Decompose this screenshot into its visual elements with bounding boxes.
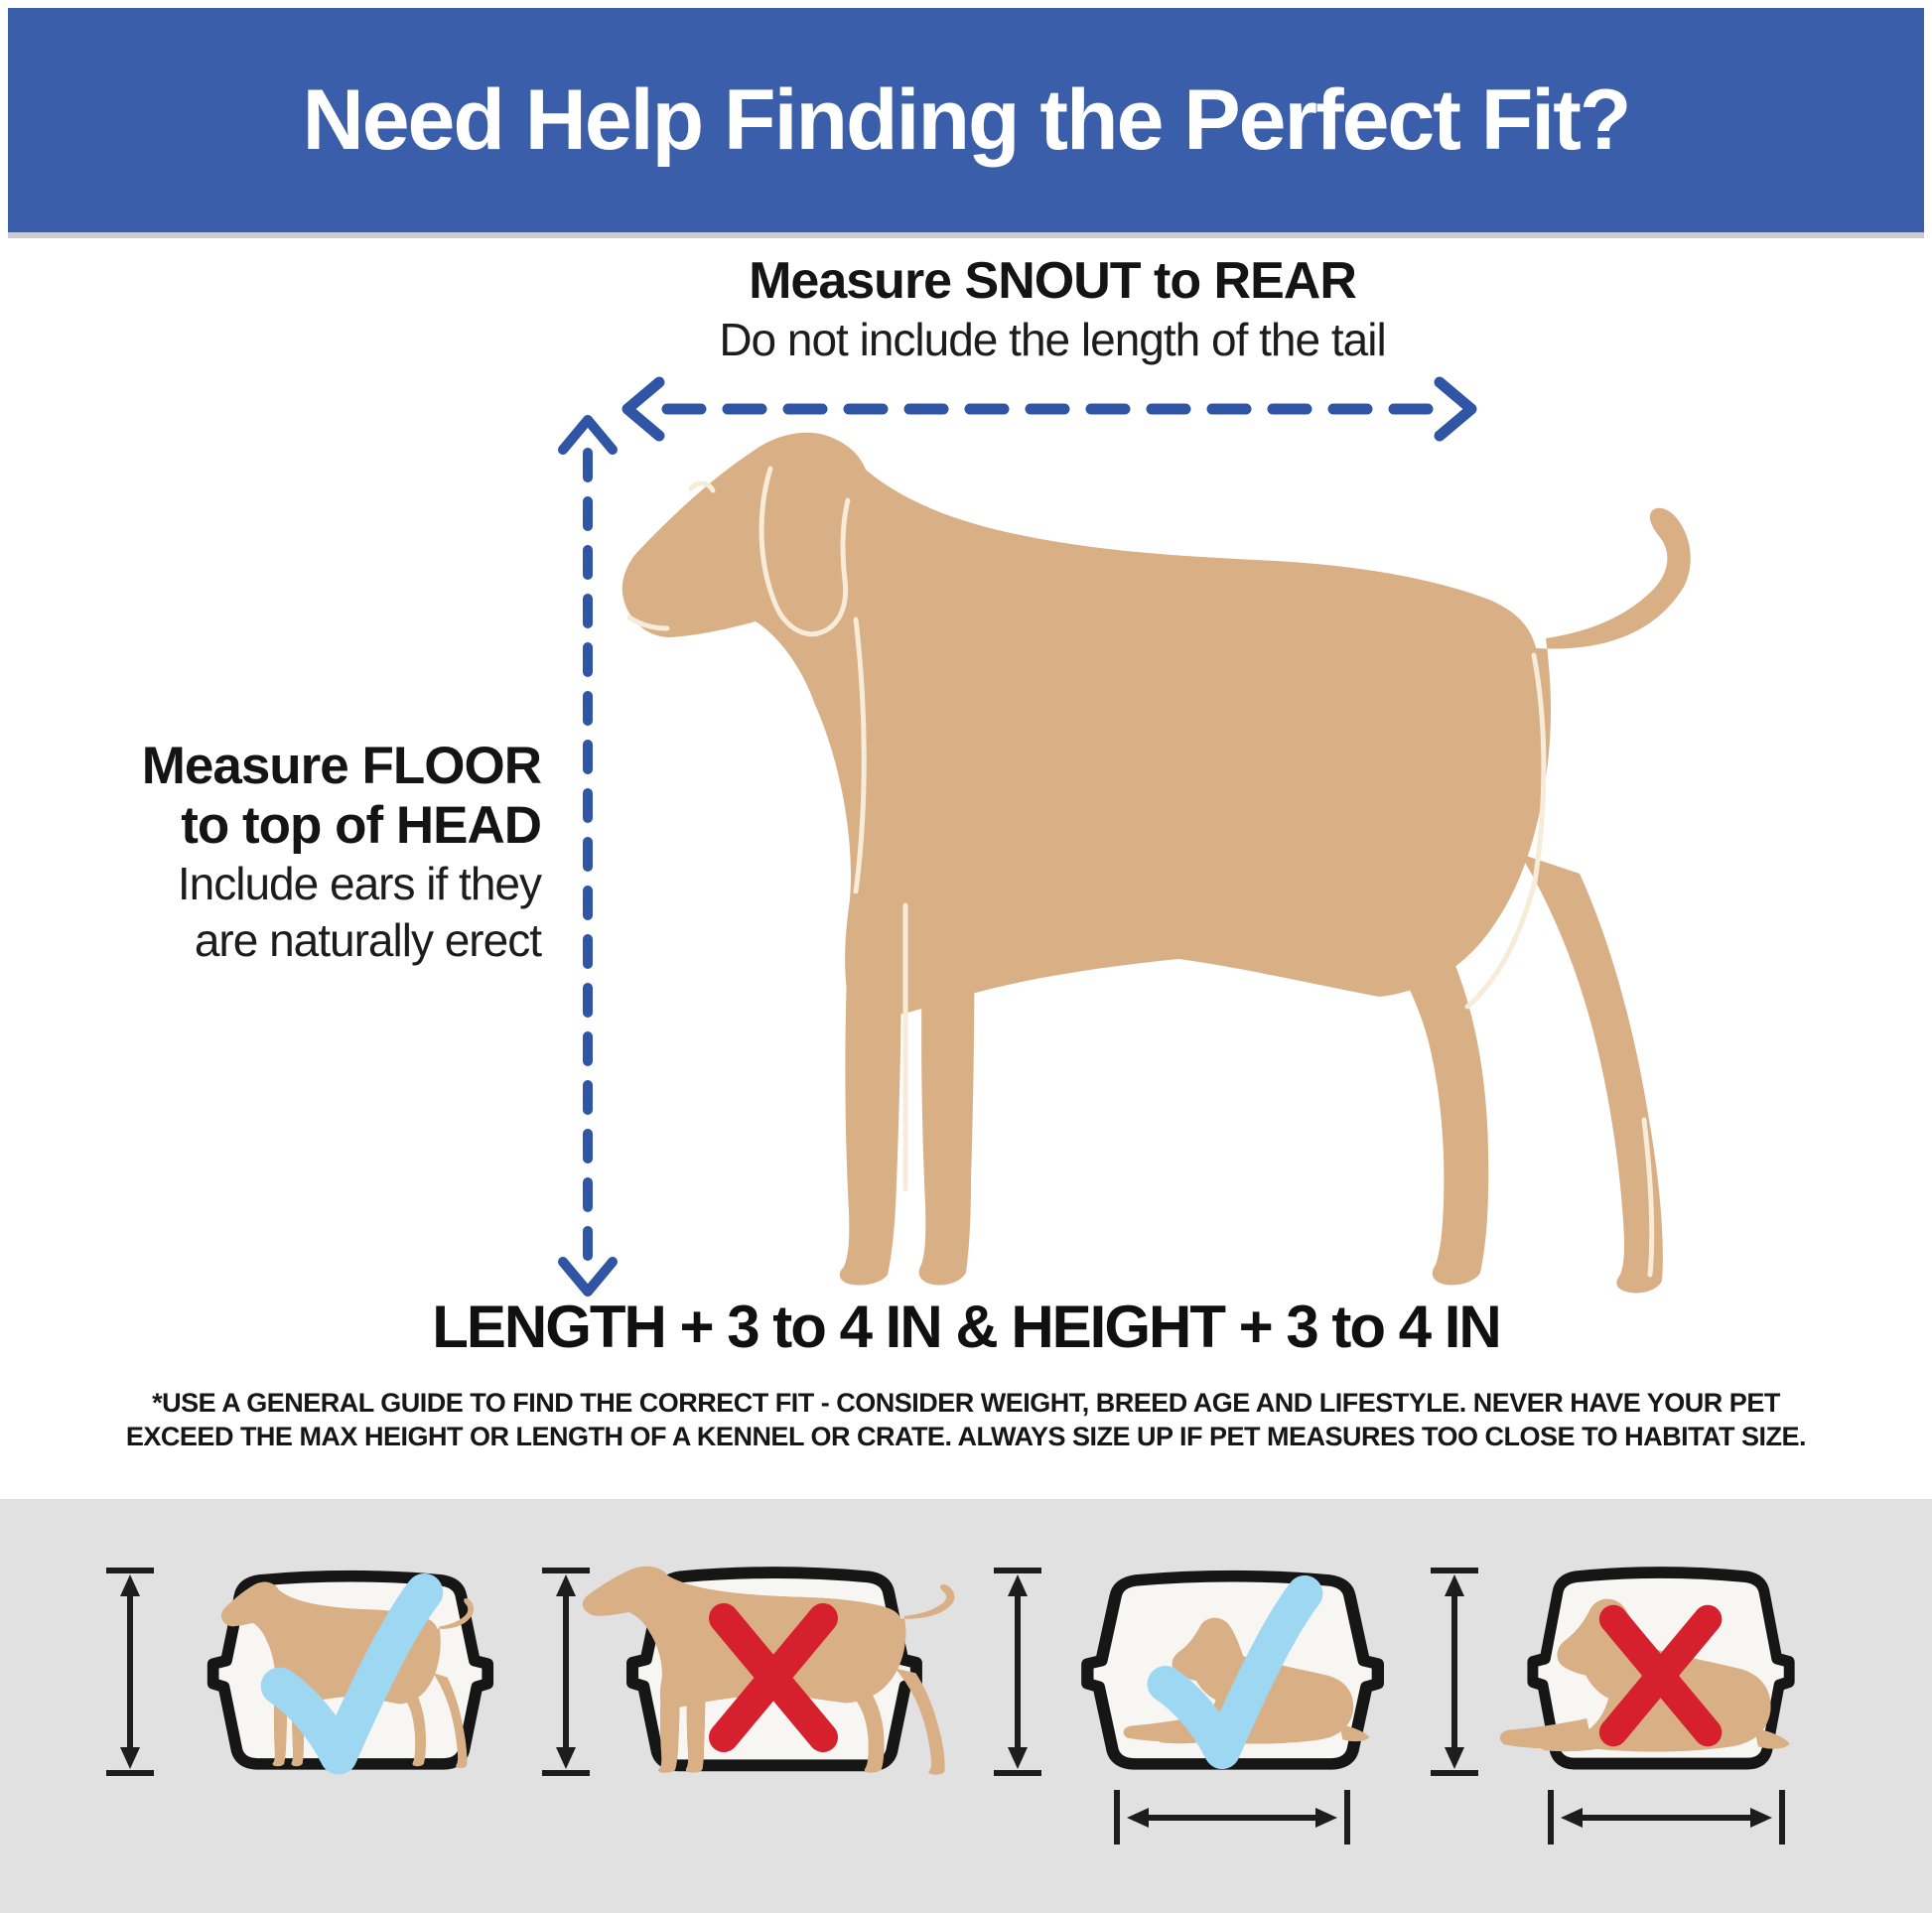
dog-haunch-line xyxy=(1464,652,1547,1010)
arrow-left-icon xyxy=(621,376,665,442)
height-measure-arrow xyxy=(106,1568,154,1776)
dashed-measure-arrows xyxy=(558,376,1477,1297)
disclaimer-line-1: *USE A GENERAL GUIDE TO FIND THE CORRECT… xyxy=(152,1388,1780,1418)
x-icon xyxy=(709,1603,838,1752)
arrow-up-icon xyxy=(558,415,618,455)
sizing-formula: LENGTH + 3 to 4 IN & HEIGHT + 3 to 4 IN xyxy=(432,1294,1502,1360)
dog-body xyxy=(621,432,1691,1294)
check-icon xyxy=(260,1573,444,1775)
disclaimer-text: *USE A GENERAL GUIDE TO FIND THE CORRECT… xyxy=(48,1386,1884,1453)
dog-shoulder-line xyxy=(853,616,867,894)
x-icon xyxy=(1598,1604,1723,1747)
floor-measure-label: Measure FLOOR to top of HEAD Include ear… xyxy=(94,737,542,969)
dog-mouth-line xyxy=(626,615,670,631)
snout-measure-subtitle: Do not include the length of the tail xyxy=(719,314,1386,365)
dog-eye-line xyxy=(688,480,716,493)
dog-ear-line xyxy=(759,466,851,637)
floor-measure-title-2: to top of HEAD xyxy=(181,796,542,855)
floor-measure-subtitle-1: Include ears if they xyxy=(177,858,542,909)
floor-measure-subtitle-2: are naturally erect xyxy=(194,914,542,966)
fit-mark xyxy=(709,1603,838,1752)
length-arrow-horizontal xyxy=(621,376,1477,442)
height-arrow-vertical xyxy=(558,415,618,1297)
dog-detail-lines xyxy=(626,466,1655,1278)
height-measure-arrow xyxy=(994,1568,1041,1776)
fit-mark xyxy=(1598,1604,1723,1747)
snout-measure-label: Measure SNOUT to REAR Do not include the… xyxy=(596,250,1509,367)
arrow-down-icon xyxy=(558,1257,618,1297)
disclaimer-line-2: EXCEED THE MAX HEIGHT OR LENGTH OF A KEN… xyxy=(125,1422,1807,1451)
length-measure-arrow xyxy=(1548,1790,1785,1845)
dog-hindleg-line xyxy=(1641,1117,1655,1278)
arrow-right-icon xyxy=(1434,376,1477,442)
height-measure-arrow xyxy=(1431,1568,1478,1776)
height-measure-arrow xyxy=(542,1568,590,1776)
fit-mark xyxy=(1147,1575,1323,1769)
fit-examples-strip xyxy=(0,1499,1932,1913)
check-icon xyxy=(1147,1575,1323,1769)
page-title: Need Help Finding the Perfect Fit? xyxy=(302,71,1632,168)
dog-silhouette xyxy=(621,432,1691,1294)
floor-measure-title-1: Measure FLOOR xyxy=(141,737,542,795)
snout-measure-title: Measure SNOUT to REAR xyxy=(749,252,1357,310)
length-measure-arrow xyxy=(1114,1790,1350,1845)
fit-mark xyxy=(260,1573,444,1775)
header-banner: Need Help Finding the Perfect Fit? xyxy=(8,8,1924,238)
